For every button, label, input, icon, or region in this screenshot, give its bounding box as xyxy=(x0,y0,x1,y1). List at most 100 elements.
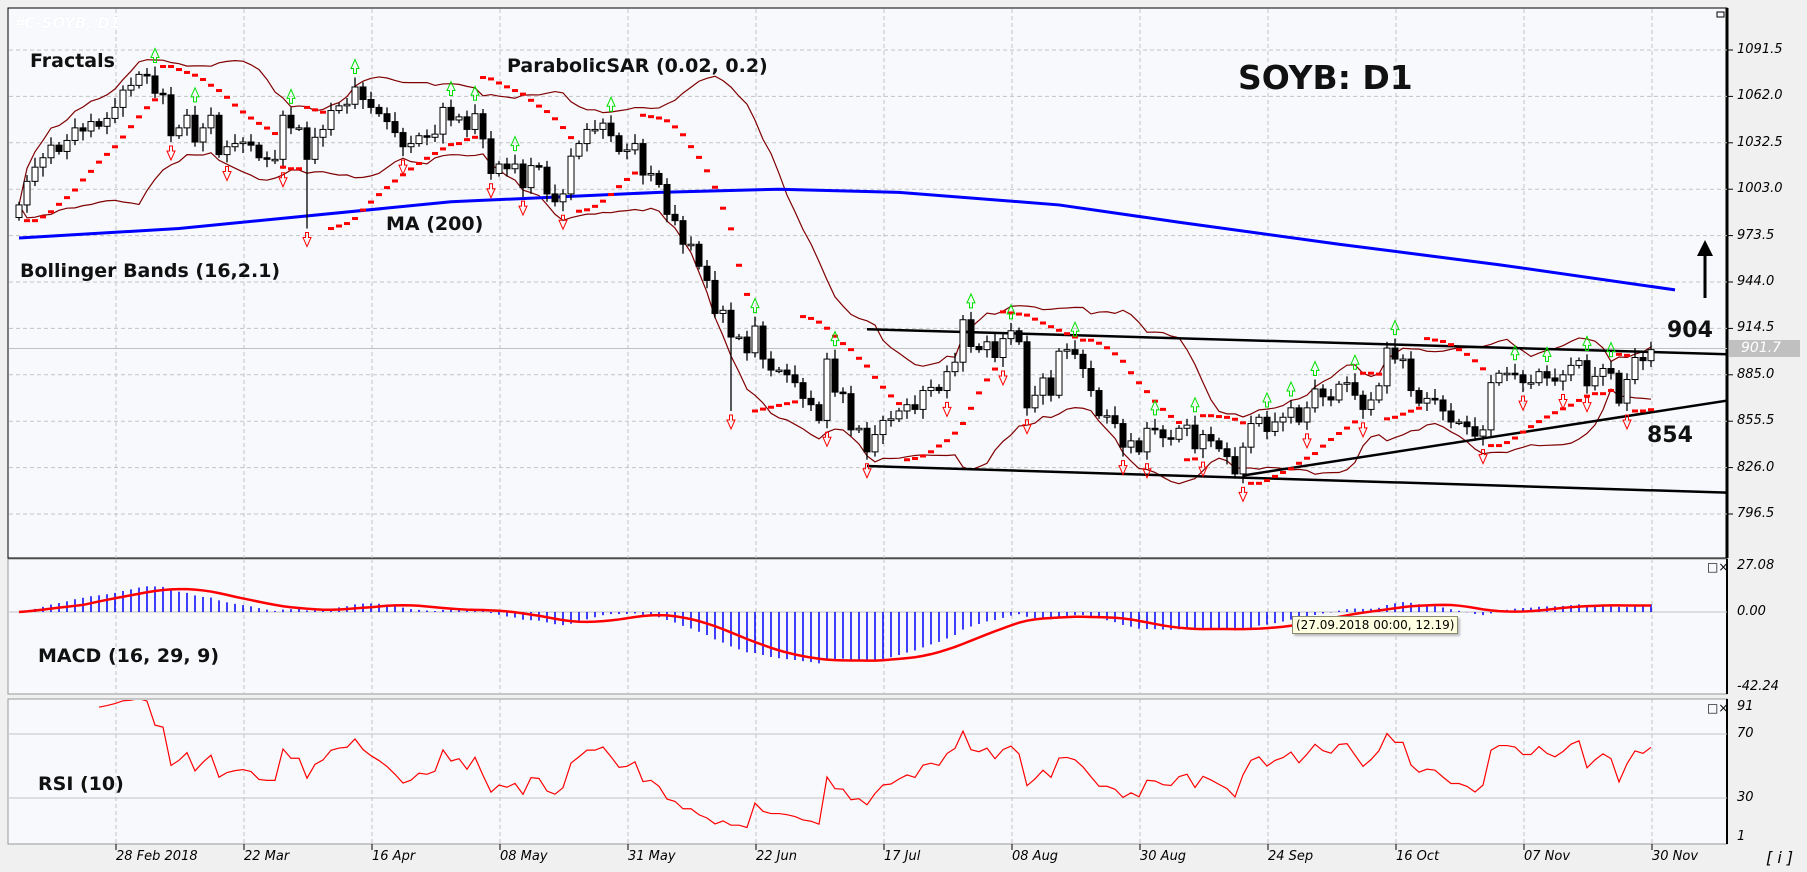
candle xyxy=(1247,415,1255,454)
fractal-up-icon xyxy=(1582,335,1592,351)
info-button[interactable]: [ i ] xyxy=(1766,848,1794,867)
candle-body-bearish xyxy=(911,404,919,410)
parabolic-sar-dot xyxy=(232,103,238,107)
parabolic-sar-dot xyxy=(1088,338,1094,342)
parabolic-sar-dot xyxy=(1592,392,1598,396)
candle-body-bearish xyxy=(55,144,63,152)
candle-body-bullish xyxy=(175,127,183,137)
candle-body-bearish xyxy=(1431,397,1439,401)
macd-tick-label: 27.08 xyxy=(1737,558,1775,573)
parabolic-sar-dot xyxy=(1384,417,1390,421)
parabolic-sar-dot xyxy=(512,89,518,93)
candle-body-bearish xyxy=(991,341,999,359)
candle-body-bearish xyxy=(975,345,983,351)
parabolic-sar-dot xyxy=(1128,371,1134,375)
parabolic-sar-dot xyxy=(1552,411,1558,415)
parabolic-sar-dot xyxy=(1144,390,1150,394)
fractal-down-icon xyxy=(942,401,952,418)
macd-tick-label: -42.24 xyxy=(1737,679,1779,694)
candle xyxy=(991,332,999,363)
parabolic-sar-dot xyxy=(288,167,294,171)
date-tick-label: 31 May xyxy=(628,849,676,864)
candle-body-bearish xyxy=(1607,368,1615,374)
parabolic-sar-dot xyxy=(216,89,222,93)
parabolic-sar-dot xyxy=(896,402,902,406)
parabolic-sar-dot xyxy=(784,402,790,406)
candle-body-bullish xyxy=(943,371,951,392)
parabolic-sar-dot xyxy=(856,356,862,360)
parabolic-sar-dot xyxy=(800,315,806,319)
candle xyxy=(1423,392,1431,411)
candle xyxy=(511,154,519,174)
parabolic-sar-dot xyxy=(1544,415,1550,419)
candle xyxy=(1375,382,1383,404)
current-price-label: 901.7 xyxy=(1729,340,1800,357)
candle xyxy=(1527,374,1535,389)
candle-body-bearish xyxy=(1015,330,1023,343)
candle-body-bearish xyxy=(679,220,687,245)
candle xyxy=(647,165,655,182)
parabolic-sar-dot xyxy=(224,95,230,99)
candle xyxy=(903,398,911,419)
candle-body-bearish xyxy=(1639,357,1647,362)
candle xyxy=(551,184,559,207)
fractal-up-icon xyxy=(1350,353,1360,370)
candle xyxy=(1335,381,1343,404)
parabolic-sar-dot xyxy=(1072,335,1078,339)
candle xyxy=(1143,421,1151,460)
candle xyxy=(1055,348,1063,399)
macd-tick-label: 0.00 xyxy=(1737,604,1766,619)
parabolic-sar-dot xyxy=(1136,381,1142,385)
fractal-up-icon xyxy=(830,330,840,347)
rsi-panel-buttons[interactable]: □× xyxy=(1707,701,1729,715)
resistance-level-label: 904 xyxy=(1667,318,1713,343)
date-tick-label: 28 Feb 2018 xyxy=(116,849,198,864)
parabolic-sar-dot xyxy=(1400,412,1406,416)
candle-body-bearish xyxy=(1615,372,1623,404)
macd-panel-buttons[interactable]: □× xyxy=(1707,560,1729,574)
candle-body-bullish xyxy=(623,149,631,152)
candle-body-bullish xyxy=(583,128,591,145)
fractal-up-icon xyxy=(1310,360,1320,377)
candle xyxy=(1103,409,1111,424)
rsi-plot xyxy=(98,700,1652,829)
parabolic-sar-dot xyxy=(736,263,742,267)
candle-body-bullish xyxy=(959,319,967,363)
candle-body-bullish xyxy=(1039,377,1047,396)
fractal-up-icon xyxy=(1606,341,1616,358)
fractal-up-icon xyxy=(190,86,200,103)
candle xyxy=(583,123,591,152)
rsi-panel[interactable] xyxy=(7,698,1728,845)
candle-body-bullish xyxy=(591,128,599,132)
symbol-watermark: #C-SOYB, D1 xyxy=(14,14,121,32)
fractal-up-icon xyxy=(1262,391,1272,408)
parabolic-sar-dot xyxy=(584,208,590,212)
candle-body-bullish xyxy=(919,390,927,410)
macd-tooltip: (27.09.2018 00:00, 12.19) xyxy=(1292,616,1459,634)
candle xyxy=(959,315,967,372)
candle xyxy=(1303,401,1311,430)
fractal-down-icon xyxy=(1358,422,1368,439)
parabolic-sar-dot xyxy=(1272,474,1278,478)
parabolic-sar-dot xyxy=(920,454,926,458)
candle xyxy=(1063,343,1071,360)
candle-body-bullish xyxy=(279,114,287,160)
candle-body-bullish xyxy=(47,144,55,159)
parabolic-sar-dot xyxy=(1624,353,1630,357)
parabolic-sar-dot xyxy=(392,179,398,183)
maximize-icon[interactable] xyxy=(1716,11,1725,18)
candle-body-bearish xyxy=(95,121,103,127)
candle-body-bearish xyxy=(671,213,679,222)
candle-body-bullish xyxy=(1527,382,1535,385)
candle-body-bearish xyxy=(1223,448,1231,458)
candle xyxy=(63,134,71,160)
parabolic-sar-dot xyxy=(960,422,966,426)
candle xyxy=(639,138,647,185)
candle-body-bearish xyxy=(391,121,399,134)
parabolic-sar-dot xyxy=(984,378,990,382)
candle xyxy=(255,142,263,161)
rsi-tick-label: 70 xyxy=(1737,726,1754,741)
candle xyxy=(711,270,719,319)
candle-body-bearish xyxy=(1327,396,1335,401)
